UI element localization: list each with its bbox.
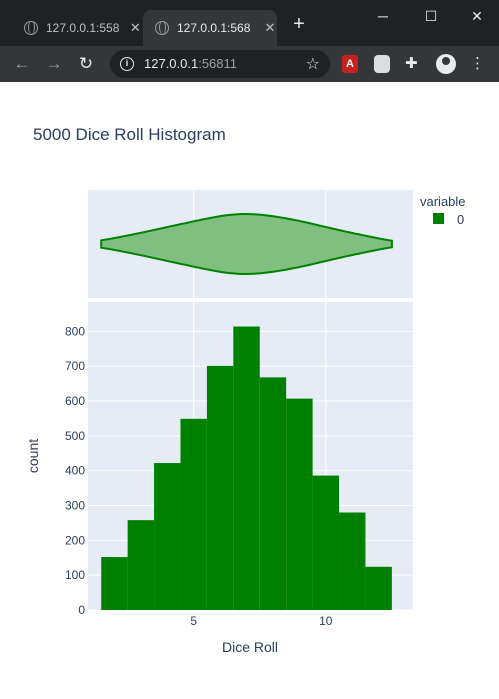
new-tab-icon[interactable]: + xyxy=(293,13,305,35)
y-tick-label: 0 xyxy=(78,603,85,617)
bookmark-star-icon[interactable]: ☆ xyxy=(305,56,320,73)
histogram-bar[interactable] xyxy=(339,512,366,610)
browser-toolbar: ← → ↻ i 127.0.0.1:56811 ☆ A ✚ ⋮ xyxy=(0,46,499,82)
y-tick-label: 400 xyxy=(65,464,85,478)
info-icon[interactable]: i xyxy=(120,57,134,71)
y-tick-label: 200 xyxy=(65,533,85,547)
y-axis-ticks: 0 100 200 300 400 500 600 700 800 xyxy=(65,324,85,617)
extension-icon[interactable] xyxy=(374,55,390,73)
reload-icon[interactable]: ↻ xyxy=(78,54,94,73)
histogram-chart: 5000 Dice Roll Histogram 010020030040050… xyxy=(25,125,466,655)
legend-swatch[interactable] xyxy=(433,213,444,224)
y-tick-label: 500 xyxy=(65,429,85,443)
histogram-bar[interactable] xyxy=(259,377,287,610)
violin-shape[interactable] xyxy=(100,213,393,275)
puzzle-icon[interactable]: ✚ xyxy=(405,55,418,72)
menu-icon[interactable]: ⋮ xyxy=(470,55,485,72)
tab-bar: 127.0.0.1:558 ✕ 127.0.0.1:568 ✕ + ─ ☐ ✕ xyxy=(0,0,499,46)
chart-title: 5000 Dice Roll Histogram xyxy=(33,125,226,144)
forward-icon[interactable]: → xyxy=(45,54,63,73)
histogram-bar[interactable] xyxy=(127,520,155,610)
histogram-bar[interactable] xyxy=(233,326,260,610)
tab-close-icon[interactable]: ✕ xyxy=(264,20,276,35)
histogram-bar[interactable] xyxy=(286,398,313,610)
histogram-bars xyxy=(101,326,392,610)
histogram-bar[interactable] xyxy=(180,418,207,610)
maximize-icon[interactable]: ☐ xyxy=(424,8,438,24)
profile-avatar-icon[interactable] xyxy=(436,54,456,74)
globe-icon xyxy=(155,21,169,35)
x-axis-ticks: 5 10 xyxy=(190,614,332,628)
minimize-icon[interactable]: ─ xyxy=(378,8,388,24)
legend-entry-0[interactable]: 0 xyxy=(457,212,464,227)
histogram-bar[interactable] xyxy=(206,365,234,610)
x-tick-label: 10 xyxy=(319,614,333,628)
pdf-extension-icon[interactable]: A xyxy=(342,55,358,73)
url-host: 127.0.0.1 xyxy=(144,56,199,71)
y-tick-label: 300 xyxy=(65,499,85,513)
address-bar[interactable]: i 127.0.0.1:56811 ☆ xyxy=(110,50,330,78)
histogram-bar[interactable] xyxy=(101,557,128,610)
histogram-bar[interactable] xyxy=(365,566,392,610)
window-close-icon[interactable]: ✕ xyxy=(471,8,483,24)
tab-close-icon[interactable]: ✕ xyxy=(129,20,141,35)
y-tick-label: 600 xyxy=(65,394,85,408)
tab-2[interactable]: 127.0.0.1:568 ✕ xyxy=(143,10,277,46)
y-tick-label: 700 xyxy=(65,359,85,373)
url-text: 127.0.0.1:56811 xyxy=(144,56,237,71)
legend: variable 0 xyxy=(420,194,466,227)
tab-title: 127.0.0.1:558 xyxy=(46,21,120,35)
globe-icon xyxy=(24,21,38,35)
histogram-bar[interactable] xyxy=(312,475,340,610)
y-axis-title: count xyxy=(25,439,41,473)
x-tick-label: 5 xyxy=(190,614,197,628)
histogram-bar[interactable] xyxy=(154,463,181,610)
legend-title: variable xyxy=(420,194,466,209)
tab-title: 127.0.0.1:568 xyxy=(177,21,251,35)
y-tick-label: 100 xyxy=(65,568,85,582)
url-port: :56811 xyxy=(198,56,238,71)
x-axis-title: Dice Roll xyxy=(222,639,278,655)
tab-1[interactable]: 127.0.0.1:558 ✕ xyxy=(12,10,142,46)
back-icon[interactable]: ← xyxy=(13,54,31,73)
y-tick-label: 800 xyxy=(65,324,85,338)
